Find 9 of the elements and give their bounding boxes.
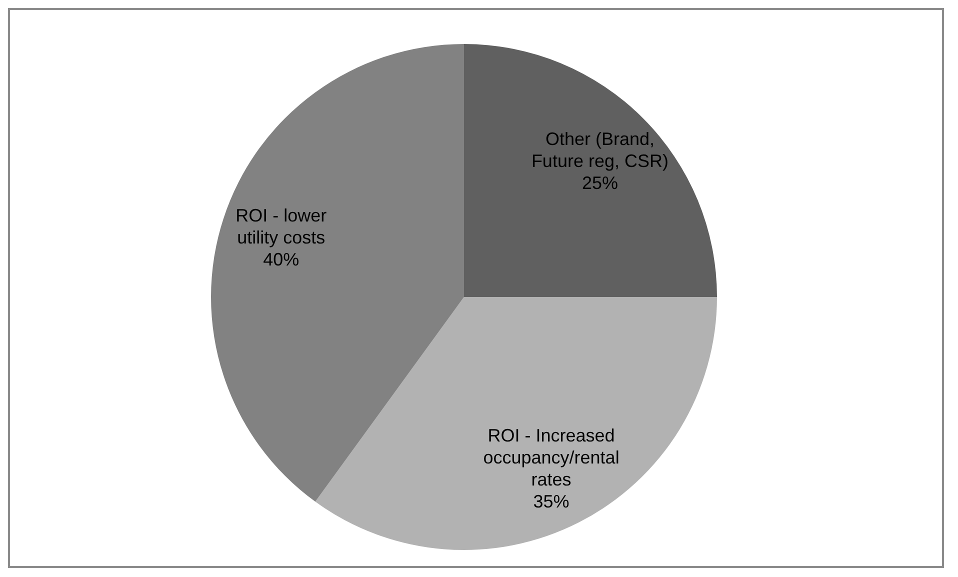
- pie-slice: [212, 44, 464, 502]
- data-label: 35%: [533, 491, 570, 512]
- pie-slice: [315, 297, 717, 550]
- data-label: 25%: [582, 173, 618, 194]
- pie-slice: [464, 44, 717, 297]
- slice-label: ROI - lower utility costs: [236, 206, 327, 248]
- slice-label: Other (Brand, Future reg, CSR): [531, 129, 668, 172]
- data-label: 40%: [263, 250, 300, 270]
- slice-label: ROI - Increased occupancy/rental rates: [483, 425, 620, 490]
